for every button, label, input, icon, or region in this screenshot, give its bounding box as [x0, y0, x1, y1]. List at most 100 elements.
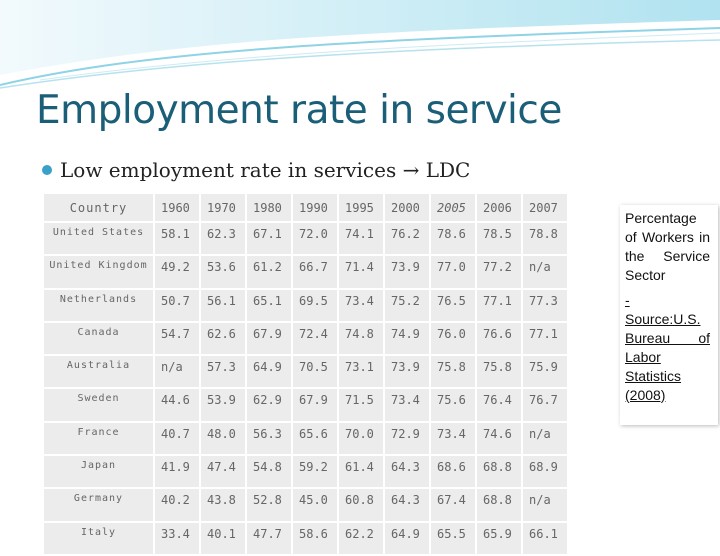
- value-cell: 60.8: [337, 487, 385, 523]
- value-cell: 70.5: [291, 354, 339, 390]
- value-cell: 62.6: [199, 320, 247, 357]
- value-cell: 43.8: [199, 487, 247, 523]
- value-cell: 56.1: [199, 287, 247, 323]
- value-cell: 54.7: [153, 320, 201, 357]
- value-cell: 62.9: [245, 387, 293, 423]
- value-cell: 50.7: [153, 287, 201, 323]
- country-cell: United States: [42, 220, 155, 257]
- title: Employment rate in service: [36, 88, 562, 133]
- country-cell: Sweden: [42, 387, 155, 423]
- value-cell: 77.2: [475, 254, 523, 290]
- country-cell: United Kingdom: [42, 254, 155, 290]
- value-cell: 67.9: [245, 320, 293, 357]
- value-cell: 44.6: [153, 387, 201, 423]
- value-cell: 58.6: [291, 520, 339, 556]
- table-row: Australia n/a 57.3 64.9 70.5 73.1 73.9 75.8 75.8…: [42, 354, 569, 390]
- value-cell: 67.4: [429, 487, 477, 523]
- header-cell: 1995: [337, 192, 385, 223]
- value-cell: 47.7: [245, 520, 293, 556]
- value-cell: 62.2: [337, 520, 385, 556]
- value-cell: 53.9: [199, 387, 247, 423]
- value-cell: 49.2: [153, 254, 201, 290]
- value-cell: 68.9: [521, 454, 569, 490]
- value-cell: 76.4: [475, 387, 523, 423]
- value-cell: 52.8: [245, 487, 293, 523]
- value-cell: n/a: [521, 254, 569, 290]
- value-cell: 64.3: [383, 454, 431, 490]
- value-cell: 69.5: [291, 287, 339, 323]
- bullet: Low employment rate in services → LDC: [42, 158, 470, 182]
- value-cell: 67.1: [245, 220, 293, 257]
- value-cell: 67.9: [291, 387, 339, 423]
- header-cell: 1990: [291, 192, 339, 223]
- header-cell: 2005: [429, 192, 477, 223]
- table-row: Netherlands 50.7 56.1 65.1 69.5 73.4 75.2 76.5 7…: [42, 287, 569, 323]
- data-table: Country 1960 1970 1980 1990 1995 2000 2005 2006 2…: [42, 192, 569, 556]
- header-cell: 1960: [153, 192, 201, 223]
- value-cell: 59.2: [291, 454, 339, 490]
- value-cell: n/a: [521, 420, 569, 457]
- value-cell: 65.9: [475, 520, 523, 556]
- table-row: Italy 33.4 40.1 47.7 58.6 62.2 64.9 65.5 65.9 66.…: [42, 520, 569, 556]
- value-cell: 40.1: [199, 520, 247, 556]
- value-cell: 74.9: [383, 320, 431, 357]
- note-source: Source:U.S. Bureau of Labor Statistics (…: [625, 311, 710, 403]
- bullet-arrow: →: [402, 158, 420, 182]
- value-cell: 74.1: [337, 220, 385, 257]
- value-cell: 78.5: [475, 220, 523, 257]
- value-cell: 56.3: [245, 420, 293, 457]
- table-row: United Kingdom 49.2 53.6 61.2 66.7 71.4 73.9 77…: [42, 254, 569, 290]
- value-cell: 66.7: [291, 254, 339, 290]
- value-cell: 76.6: [475, 320, 523, 357]
- value-cell: 64.3: [383, 487, 431, 523]
- value-cell: 45.0: [291, 487, 339, 523]
- country-cell: Germany: [42, 487, 155, 523]
- value-cell: 71.5: [337, 387, 385, 423]
- value-cell: 61.4: [337, 454, 385, 490]
- table-row: Germany 40.2 43.8 52.8 45.0 60.8 64.3 67.4 68.8 n…: [42, 487, 569, 523]
- value-cell: 41.9: [153, 454, 201, 490]
- table-row: Sweden 44.6 53.9 62.9 67.9 71.5 73.4 75.6 76.4 76…: [42, 387, 569, 423]
- header-waves: [0, 0, 720, 89]
- value-cell: 66.1: [521, 520, 569, 556]
- value-cell: 75.2: [383, 287, 431, 323]
- value-cell: 73.9: [383, 254, 431, 290]
- table-row: Japan 41.9 47.4 54.8 59.2 61.4 64.3 68.6 68.8 68.…: [42, 454, 569, 490]
- value-cell: 57.3: [199, 354, 247, 390]
- value-cell: 47.4: [199, 454, 247, 490]
- value-cell: 78.8: [521, 220, 569, 257]
- note-box: Percentage of Workers in the Service Sec…: [620, 205, 718, 425]
- value-cell: 64.9: [245, 354, 293, 390]
- value-cell: 65.6: [291, 420, 339, 457]
- value-cell: 40.2: [153, 487, 201, 523]
- value-cell: 70.0: [337, 420, 385, 457]
- note-caption: Percentage of Workers in the Service Sec…: [625, 210, 710, 283]
- value-cell: 73.9: [383, 354, 431, 390]
- value-cell: 68.8: [475, 487, 523, 523]
- header-cell: Country: [42, 192, 155, 223]
- value-cell: 64.9: [383, 520, 431, 556]
- bullet-text: Low employment rate in services: [60, 158, 397, 182]
- value-cell: 74.6: [475, 420, 523, 457]
- value-cell: 78.6: [429, 220, 477, 257]
- country-cell: Netherlands: [42, 287, 155, 323]
- table-row: United States 58.1 62.3 67.1 72.0 74.1 76.2 78.…: [42, 220, 569, 257]
- value-cell: 76.5: [429, 287, 477, 323]
- value-cell: 71.4: [337, 254, 385, 290]
- value-cell: 73.1: [337, 354, 385, 390]
- value-cell: 76.7: [521, 387, 569, 423]
- value-cell: 68.8: [475, 454, 523, 490]
- value-cell: 77.3: [521, 287, 569, 323]
- header-cell: 2007: [521, 192, 569, 223]
- value-cell: 48.0: [199, 420, 247, 457]
- country-cell: Japan: [42, 454, 155, 490]
- header-cell: 1980: [245, 192, 293, 223]
- country-cell: Australia: [42, 354, 155, 390]
- value-cell: 75.6: [429, 387, 477, 423]
- value-cell: 73.4: [429, 420, 477, 457]
- value-cell: 65.1: [245, 287, 293, 323]
- value-cell: 73.4: [337, 287, 385, 323]
- value-cell: 40.7: [153, 420, 201, 457]
- value-cell: 65.5: [429, 520, 477, 556]
